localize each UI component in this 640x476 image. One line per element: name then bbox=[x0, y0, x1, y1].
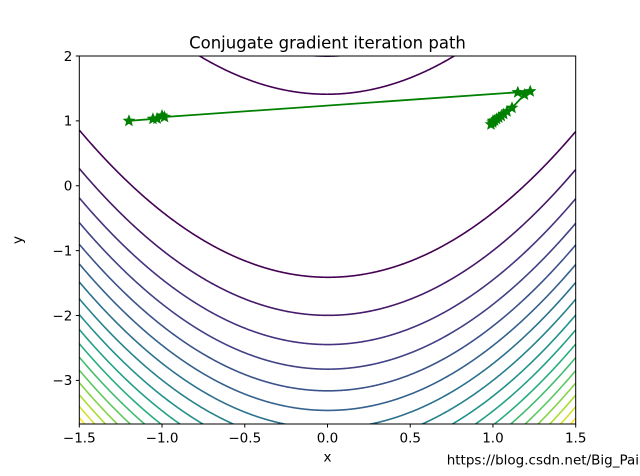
iteration-path bbox=[122, 84, 537, 130]
contour-line bbox=[79, 263, 576, 412]
y-tick-label: 1 bbox=[64, 114, 73, 130]
contour-line bbox=[79, 356, 146, 424]
axes: −1.5 −1.0 −0.5 0.0 0.5 1.0 1.5 2 1 0 −1 −2 −3 bbox=[52, 49, 586, 447]
contour-line bbox=[79, 281, 576, 424]
contour-line bbox=[523, 370, 576, 424]
contour-line bbox=[79, 369, 132, 424]
contour-line bbox=[559, 406, 576, 424]
contour-line bbox=[79, 298, 576, 424]
contour-line bbox=[79, 343, 163, 424]
y-tick-label: 2 bbox=[64, 49, 73, 65]
plot-title: Conjugate gradient iteration path bbox=[189, 34, 466, 53]
contour-line bbox=[229, 4, 426, 27]
y-axis-label: y bbox=[10, 236, 26, 244]
contour-lines bbox=[79, 4, 576, 424]
contour-line bbox=[536, 382, 576, 424]
contour-line bbox=[79, 197, 576, 346]
x-tick-label: 0.5 bbox=[399, 431, 420, 447]
contour-line bbox=[79, 222, 576, 370]
iteration-path-line bbox=[128, 90, 532, 126]
x-tick-label: −1.5 bbox=[63, 431, 96, 447]
y-tick-label: −1 bbox=[52, 243, 72, 259]
y-tick-label: −2 bbox=[52, 308, 72, 324]
y-tick-label: 0 bbox=[64, 179, 73, 195]
contour-line bbox=[79, 168, 576, 317]
watermark: https://blog.csdn.net/Big_Pai bbox=[447, 453, 639, 469]
iterate-star-marker bbox=[486, 114, 500, 127]
contour-line bbox=[548, 394, 576, 424]
contour-line bbox=[509, 357, 576, 424]
x-tick-label: 1.0 bbox=[482, 431, 503, 447]
iterate-star-marker bbox=[158, 110, 171, 123]
x-axis-label: x bbox=[324, 450, 332, 466]
contour-line bbox=[198, 56, 456, 96]
contour-line bbox=[79, 314, 576, 424]
contour-line bbox=[79, 382, 119, 424]
contour-line bbox=[79, 417, 86, 424]
iterate-star-marker bbox=[511, 85, 525, 98]
x-tick-label: −0.5 bbox=[228, 431, 261, 447]
contour-line bbox=[79, 394, 107, 424]
y-tick-label: −3 bbox=[52, 373, 72, 389]
x-tick-label: 1.5 bbox=[565, 431, 586, 447]
contour-line bbox=[493, 343, 576, 424]
contour-line bbox=[79, 328, 576, 424]
contour-line bbox=[79, 243, 576, 392]
iterate-star-marker bbox=[518, 87, 531, 100]
x-tick-label: −1.0 bbox=[146, 431, 179, 447]
iterate-star-marker bbox=[122, 114, 136, 127]
contour-line bbox=[79, 405, 96, 424]
x-tick-label: 0.0 bbox=[317, 431, 338, 447]
contour-line bbox=[79, 129, 576, 279]
